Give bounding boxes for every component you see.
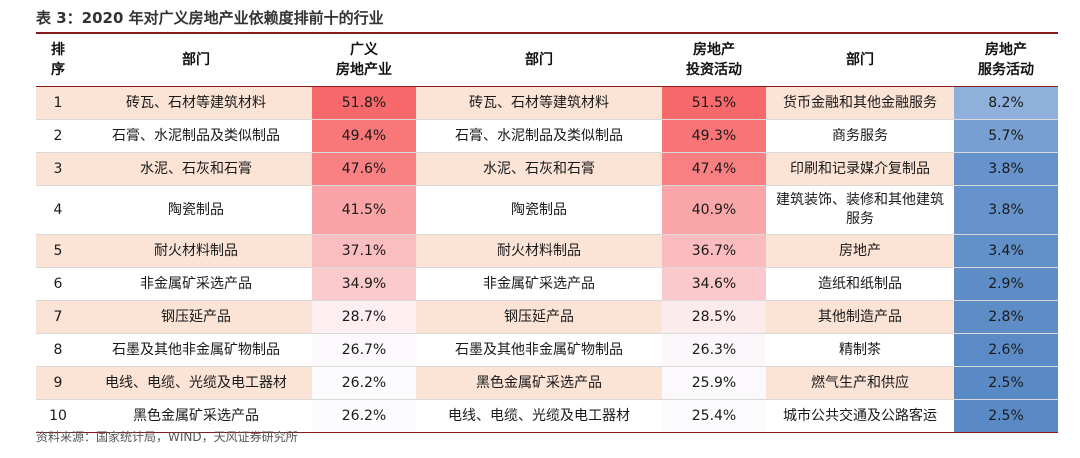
broad-value-cell: 26.7% [312,333,416,367]
rank-cell: 10 [36,399,80,433]
header-dept-2: 部门 [416,34,662,87]
rank-cell: 1 [36,86,80,120]
investment-value-cell: 34.6% [662,267,766,301]
service-value-cell: 8.2% [954,86,1058,120]
service-dept-cell: 房地产 [766,234,954,268]
service-value-cell: 2.9% [954,267,1058,301]
rank-cell: 6 [36,267,80,301]
rank-cell: 2 [36,119,80,153]
broad-value-cell: 34.9% [312,267,416,301]
investment-dept-cell: 石膏、水泥制品及类似制品 [416,119,662,153]
investment-value-cell: 47.4% [662,152,766,186]
header-broad-real-estate: 广义 房地产业 [312,34,416,87]
dependency-table: 排序 部门 广义 房地产业 部门 房地产 投资活动 部门 房地产 服务活动 1 砖瓦、石… [36,34,1058,433]
service-value-cell: 2.8% [954,300,1058,334]
investment-dept-cell: 陶瓷制品 [416,185,662,235]
rank-cell: 4 [36,185,80,235]
service-value-cell: 5.7% [954,119,1058,153]
table-row: 3 水泥、石灰和石膏 47.6% 水泥、石灰和石膏 47.4% 印刷和记录媒介复制品 3.8… [36,152,1058,186]
table-title: 表 3：2020 年对广义房地产业依赖度排前十的行业 [36,9,384,27]
header-rank: 排序 [36,34,80,87]
broad-dept-cell: 黑色金属矿采选产品 [80,399,312,433]
table-row: 6 非金属矿采选产品 34.9% 非金属矿采选产品 34.6% 造纸和纸制品 2.9% [36,267,1058,301]
investment-dept-cell: 钢压延产品 [416,300,662,334]
broad-dept-cell: 石膏、水泥制品及类似制品 [80,119,312,153]
broad-dept-cell: 钢压延产品 [80,300,312,334]
investment-value-cell: 51.5% [662,86,766,120]
broad-dept-cell: 陶瓷制品 [80,185,312,235]
service-dept-cell: 造纸和纸制品 [766,267,954,301]
table-row: 7 钢压延产品 28.7% 钢压延产品 28.5% 其他制造产品 2.8% [36,300,1058,334]
broad-dept-cell: 电线、电缆、光缆及电工器材 [80,366,312,400]
investment-dept-cell: 砖瓦、石材等建筑材料 [416,86,662,120]
header-service-activity: 房地产 服务活动 [954,34,1058,87]
broad-value-cell: 49.4% [312,119,416,153]
header-dept-1: 部门 [80,34,312,87]
header-investment-activity: 房地产 投资活动 [662,34,766,87]
investment-dept-cell: 黑色金属矿采选产品 [416,366,662,400]
table-row: 10 黑色金属矿采选产品 26.2% 电线、电缆、光缆及电工器材 25.4% 城市公共交通… [36,399,1058,433]
service-dept-cell: 印刷和记录媒介复制品 [766,152,954,186]
broad-value-cell: 37.1% [312,234,416,268]
investment-dept-cell: 水泥、石灰和石膏 [416,152,662,186]
broad-value-cell: 47.6% [312,152,416,186]
investment-value-cell: 25.4% [662,399,766,433]
broad-value-cell: 41.5% [312,185,416,235]
service-value-cell: 3.8% [954,152,1058,186]
service-dept-cell: 其他制造产品 [766,300,954,334]
table-row: 2 石膏、水泥制品及类似制品 49.4% 石膏、水泥制品及类似制品 49.3% 商务服务 5… [36,119,1058,153]
investment-value-cell: 25.9% [662,366,766,400]
rank-cell: 5 [36,234,80,268]
service-value-cell: 3.8% [954,185,1058,235]
service-value-cell: 2.5% [954,399,1058,433]
broad-dept-cell: 非金属矿采选产品 [80,267,312,301]
broad-value-cell: 26.2% [312,399,416,433]
source-note: 资料来源：国家统计局，WIND，天风证券研究所 [36,430,298,444]
header-row: 排序 部门 广义 房地产业 部门 房地产 投资活动 部门 房地产 服务活动 [36,34,1058,87]
table-row: 1 砖瓦、石材等建筑材料 51.8% 砖瓦、石材等建筑材料 51.5% 货币金融和其他金融… [36,86,1058,120]
broad-value-cell: 51.8% [312,86,416,120]
broad-dept-cell: 水泥、石灰和石膏 [80,152,312,186]
service-dept-cell: 燃气生产和供应 [766,366,954,400]
service-dept-cell: 货币金融和其他金融服务 [766,86,954,120]
header-dept-3: 部门 [766,34,954,87]
broad-dept-cell: 石墨及其他非金属矿物制品 [80,333,312,367]
investment-dept-cell: 非金属矿采选产品 [416,267,662,301]
rank-cell: 9 [36,366,80,400]
investment-value-cell: 49.3% [662,119,766,153]
investment-value-cell: 40.9% [662,185,766,235]
investment-dept-cell: 耐火材料制品 [416,234,662,268]
investment-value-cell: 26.3% [662,333,766,367]
table-row: 9 电线、电缆、光缆及电工器材 26.2% 黑色金属矿采选产品 25.9% 燃气生产和供应… [36,366,1058,400]
table-row: 4 陶瓷制品 41.5% 陶瓷制品 40.9% 建筑装饰、装修和其他建筑服务 3.8% [36,185,1058,235]
rank-cell: 3 [36,152,80,186]
service-dept-cell: 城市公共交通及公路客运 [766,399,954,433]
service-value-cell: 3.4% [954,234,1058,268]
service-dept-cell: 精制茶 [766,333,954,367]
top-rule [36,32,1058,34]
broad-value-cell: 26.2% [312,366,416,400]
investment-dept-cell: 电线、电缆、光缆及电工器材 [416,399,662,433]
service-value-cell: 2.6% [954,333,1058,367]
investment-dept-cell: 石墨及其他非金属矿物制品 [416,333,662,367]
broad-value-cell: 28.7% [312,300,416,334]
rank-cell: 8 [36,333,80,367]
rank-cell: 7 [36,300,80,334]
table-row: 8 石墨及其他非金属矿物制品 26.7% 石墨及其他非金属矿物制品 26.3% 精制茶 2.… [36,333,1058,367]
table-row: 5 耐火材料制品 37.1% 耐火材料制品 36.7% 房地产 3.4% [36,234,1058,268]
investment-value-cell: 28.5% [662,300,766,334]
investment-value-cell: 36.7% [662,234,766,268]
broad-dept-cell: 砖瓦、石材等建筑材料 [80,86,312,120]
service-dept-cell: 建筑装饰、装修和其他建筑服务 [766,185,954,235]
service-value-cell: 2.5% [954,366,1058,400]
service-dept-cell: 商务服务 [766,119,954,153]
broad-dept-cell: 耐火材料制品 [80,234,312,268]
